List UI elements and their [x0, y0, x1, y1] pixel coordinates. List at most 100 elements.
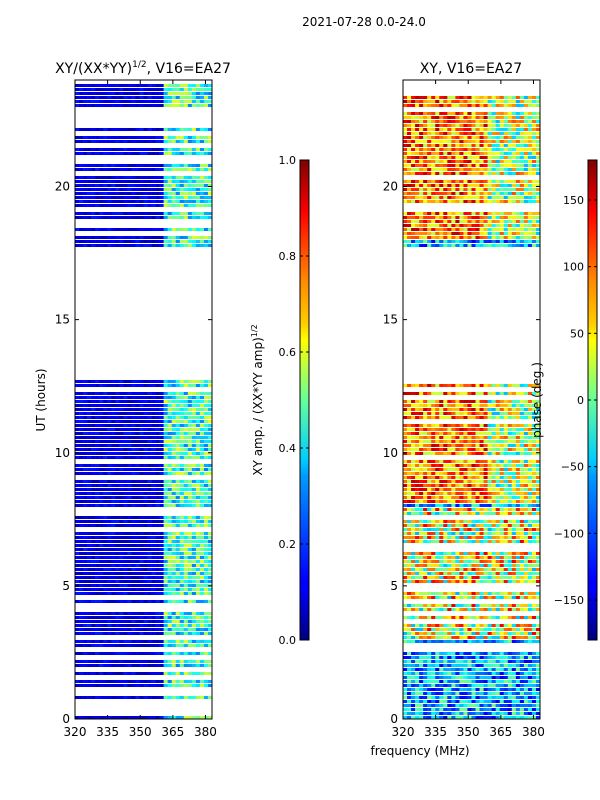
panel1-title: XY/(XX*YY)1/2, V16=EA27 — [55, 60, 231, 77]
heatmap-cell — [99, 152, 104, 155]
heatmap-cell — [143, 152, 148, 155]
heatmap-cell — [415, 212, 420, 215]
heatmap-cell — [447, 416, 452, 419]
heatmap-cell — [435, 244, 440, 247]
heatmap-cell — [535, 468, 540, 471]
heatmap-cell — [159, 424, 164, 427]
heatmap-cell — [203, 216, 209, 219]
heatmap-cell — [83, 632, 88, 635]
heatmap-cell — [435, 464, 440, 467]
heatmap-cell — [447, 228, 452, 231]
heatmap-cell — [503, 432, 509, 435]
heatmap-cell — [183, 456, 189, 459]
heatmap-cell — [83, 396, 88, 399]
heatmap-cell — [151, 552, 156, 555]
heatmap-cell — [511, 172, 517, 175]
heatmap-cell — [175, 616, 181, 619]
heatmap-cell — [191, 580, 197, 583]
heatmap-cell — [135, 440, 140, 443]
heatmap-cell — [443, 168, 448, 171]
heatmap-cell — [183, 672, 189, 675]
heatmap-cell — [179, 400, 185, 403]
heatmap-cell — [83, 652, 88, 655]
heatmap-cell — [103, 400, 108, 403]
heatmap-cell — [91, 236, 96, 239]
heatmap-cell — [207, 92, 212, 95]
heatmap-cell — [103, 496, 108, 499]
heatmap-cell — [163, 616, 168, 619]
heatmap-cell — [443, 160, 448, 163]
heatmap-cell — [151, 188, 156, 191]
heatmap-cell — [107, 400, 112, 403]
heatmap-cell — [515, 224, 521, 227]
heatmap-cell — [463, 416, 468, 419]
heatmap-cell — [499, 140, 505, 143]
heatmap-cell — [403, 404, 408, 407]
heatmap-cell — [131, 568, 136, 571]
heatmap-cell — [99, 716, 104, 719]
heatmap-cell — [139, 504, 144, 507]
heatmap-cell — [135, 448, 140, 451]
heatmap-cell — [423, 468, 428, 471]
heatmap-cell — [111, 128, 116, 131]
heatmap-cell — [83, 440, 88, 443]
heatmap-cell — [403, 96, 408, 99]
heatmap-cell — [483, 464, 488, 467]
heatmap-cell — [123, 524, 128, 527]
heatmap-cell — [119, 96, 124, 99]
heatmap-cell — [487, 416, 492, 419]
heatmap-cell — [183, 492, 189, 495]
heatmap-cell — [435, 216, 440, 219]
heatmap-cell — [159, 660, 164, 663]
heatmap-cell — [207, 544, 212, 547]
heatmap-cell — [179, 524, 185, 527]
heatmap-cell — [111, 140, 116, 143]
heatmap-cell — [163, 644, 168, 647]
heatmap-cell — [171, 516, 177, 519]
heatmap-cell — [111, 504, 116, 507]
heatmap-cell — [127, 584, 132, 587]
heatmap-cell — [103, 380, 108, 383]
heatmap-cell — [199, 584, 205, 587]
heatmap-cell — [111, 612, 116, 615]
heatmap-cell — [79, 448, 84, 451]
heatmap-cell — [179, 684, 185, 687]
heatmap-cell — [439, 200, 444, 203]
heatmap-cell — [159, 228, 164, 231]
heatmap-cell — [475, 232, 480, 235]
heatmap-cell — [443, 440, 448, 443]
heatmap-cell — [519, 160, 525, 163]
heatmap-cell — [195, 244, 201, 247]
heatmap-cell — [143, 660, 148, 663]
heatmap-cell — [203, 140, 209, 143]
heatmap-cell — [407, 416, 412, 419]
heatmap-cell — [499, 104, 505, 107]
heatmap-cell — [439, 448, 444, 451]
heatmap-cell — [155, 492, 160, 495]
heatmap-cell — [183, 380, 189, 383]
heatmap-cell — [203, 520, 209, 523]
heatmap-cell — [487, 440, 492, 443]
heatmap-cell — [183, 228, 189, 231]
heatmap-cell — [119, 416, 124, 419]
heatmap-cell — [191, 524, 197, 527]
heatmap-cell — [139, 396, 144, 399]
heatmap-cell — [195, 92, 201, 95]
heatmap-cell — [507, 428, 513, 431]
heatmap-cell — [147, 572, 152, 575]
heatmap-cell — [451, 244, 456, 247]
heatmap-cell — [167, 236, 173, 239]
heatmap-cell — [127, 696, 132, 699]
heatmap-cell — [199, 96, 205, 99]
heatmap-cell — [183, 424, 189, 427]
heatmap-cell — [483, 460, 488, 463]
heatmap-cell — [107, 452, 112, 455]
heatmap-cell — [499, 100, 505, 103]
heatmap-cell — [155, 412, 160, 415]
heatmap-cell — [95, 588, 100, 591]
heatmap-cell — [483, 244, 488, 247]
heatmap-cell — [415, 384, 420, 387]
heatmap-cell — [419, 212, 424, 215]
heatmap-cell — [115, 128, 120, 131]
heatmap-cell — [431, 440, 436, 443]
